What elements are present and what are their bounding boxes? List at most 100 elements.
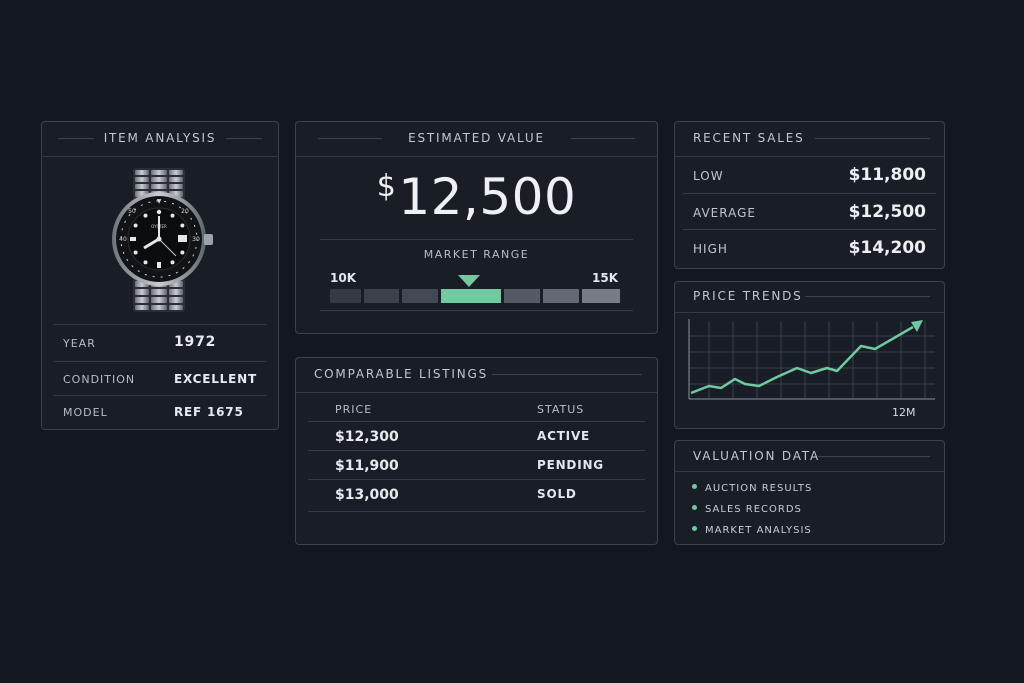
- range-low-label: 10K: [330, 271, 356, 285]
- recent-sales-header: RECENT SALES: [675, 122, 944, 157]
- listing-status: SOLD: [537, 487, 577, 501]
- item-analysis-title: ITEM ANALYSIS: [103, 131, 217, 145]
- divider: [54, 324, 266, 325]
- item-row-year: YEAR 1972: [54, 328, 266, 360]
- sale-high-value: $14,200: [848, 238, 926, 258]
- recent-sales-panel: RECENT SALES LOW $11,800 AVERAGE $12,500…: [674, 121, 945, 269]
- valuation-data-title: VALUATION DATA: [693, 449, 821, 463]
- range-segment: [402, 289, 438, 303]
- table-row[interactable]: $13,000 SOLD: [308, 480, 645, 509]
- model-value: REF 1675: [174, 405, 244, 419]
- comparable-listings-header: COMPARABLE LISTINGS: [296, 358, 657, 393]
- title-rule-right: [818, 456, 930, 457]
- title-rule-left: [58, 138, 94, 139]
- sale-row-average: AVERAGE $12,500: [683, 195, 936, 231]
- sale-row-high: HIGH $14,200: [683, 231, 936, 267]
- condition-value: EXCELLENT: [174, 372, 257, 386]
- table-row[interactable]: $11,900 PENDING: [308, 451, 645, 480]
- bullet-dot-icon: [692, 484, 697, 489]
- trend-arrow-icon: [911, 320, 923, 332]
- svg-text:40: 40: [119, 236, 127, 243]
- model-label: MODEL: [63, 406, 108, 419]
- title-rule-right: [805, 296, 930, 297]
- valuation-source-label: MARKET ANALYSIS: [705, 525, 812, 536]
- sale-average-value: $12,500: [848, 202, 926, 222]
- title-rule-right: [571, 138, 635, 139]
- svg-text:30: 30: [192, 236, 200, 243]
- range-segment: [582, 289, 620, 303]
- title-rule-right: [492, 374, 642, 375]
- estimated-amount: 12,500: [398, 168, 577, 226]
- price-trends-header: PRICE TRENDS: [675, 282, 944, 313]
- bullet-dot-icon: [692, 526, 697, 531]
- chart-grid: [689, 321, 935, 398]
- column-header-status: STATUS: [537, 403, 585, 416]
- range-segment: [364, 289, 399, 303]
- year-value: 1972: [174, 334, 217, 350]
- title-rule-right: [815, 138, 930, 139]
- listing-price: $11,900: [335, 458, 399, 474]
- listing-status: ACTIVE: [537, 429, 591, 443]
- divider: [320, 310, 633, 311]
- range-segment: [330, 289, 361, 303]
- valuation-source-label: AUCTION RESULTS: [705, 483, 813, 494]
- divider: [308, 511, 645, 512]
- comparable-listings-title: COMPARABLE LISTINGS: [314, 367, 489, 381]
- range-segment: [543, 289, 579, 303]
- recent-sales-title: RECENT SALES: [693, 131, 805, 145]
- valuation-data-panel: VALUATION DATA AUCTION RESULTS SALES REC…: [674, 440, 945, 545]
- item-analysis-header: ITEM ANALYSIS: [42, 122, 278, 157]
- market-range-bar: [330, 289, 620, 303]
- title-rule-left: [318, 138, 382, 139]
- currency-symbol: $: [376, 169, 397, 204]
- divider: [683, 229, 936, 230]
- estimated-price: $12,500: [296, 168, 657, 226]
- listing-price: $13,000: [335, 487, 399, 503]
- svg-text:▼: ▼: [157, 198, 162, 205]
- divider: [54, 361, 266, 362]
- bullet-dot-icon: [692, 505, 697, 510]
- column-header-price: PRICE: [335, 403, 373, 416]
- listing-price: $12,300: [335, 429, 399, 445]
- year-label: YEAR: [63, 337, 96, 350]
- divider: [320, 239, 633, 240]
- estimated-value-panel: ESTIMATED VALUE $12,500 MARKET RANGE 10K…: [295, 121, 658, 334]
- sale-average-label: AVERAGE: [693, 206, 756, 220]
- trend-line: [690, 325, 914, 395]
- price-trend-chart: 12M: [688, 319, 935, 419]
- list-item: AUCTION RESULTS: [692, 483, 812, 494]
- divider: [683, 193, 936, 194]
- sale-high-label: HIGH: [693, 242, 728, 256]
- divider: [54, 395, 266, 396]
- range-segment-highlight: [441, 289, 501, 303]
- comparable-listings-panel: COMPARABLE LISTINGS PRICE STATUS $12,300…: [295, 357, 658, 545]
- list-item: MARKET ANALYSIS: [692, 525, 812, 536]
- x-axis-end-label: 12M: [892, 406, 916, 419]
- item-row-model: MODEL REF 1675: [54, 397, 266, 429]
- table-row[interactable]: $12,300 ACTIVE: [308, 422, 645, 451]
- sale-low-label: LOW: [693, 169, 724, 183]
- wristwatch-icon: ▼ 20 30 50 40 OYSTER: [112, 168, 213, 312]
- item-analysis-panel: ITEM ANALYSIS: [41, 121, 279, 430]
- price-trends-title: PRICE TRENDS: [693, 289, 803, 303]
- condition-label: CONDITION: [63, 373, 136, 386]
- divider: [308, 450, 645, 451]
- valuation-source-label: SALES RECORDS: [705, 504, 802, 515]
- sale-row-low: LOW $11,800: [683, 158, 936, 194]
- valuation-data-header: VALUATION DATA: [675, 441, 944, 472]
- divider: [308, 421, 645, 422]
- listing-status: PENDING: [537, 458, 604, 472]
- sale-low-value: $11,800: [848, 165, 926, 185]
- price-trends-panel: PRICE TRENDS 12M: [674, 281, 945, 429]
- estimated-value-title: ESTIMATED VALUE: [408, 131, 545, 145]
- svg-text:20: 20: [181, 208, 189, 215]
- title-rule-right: [226, 138, 262, 139]
- estimated-value-header: ESTIMATED VALUE: [296, 122, 657, 157]
- market-range-label: MARKET RANGE: [423, 248, 530, 261]
- range-marker-icon: [458, 275, 480, 287]
- list-item: SALES RECORDS: [692, 504, 802, 515]
- svg-text:50: 50: [128, 208, 136, 215]
- range-high-label: 15K: [592, 271, 618, 285]
- divider: [308, 479, 645, 480]
- range-segment: [504, 289, 540, 303]
